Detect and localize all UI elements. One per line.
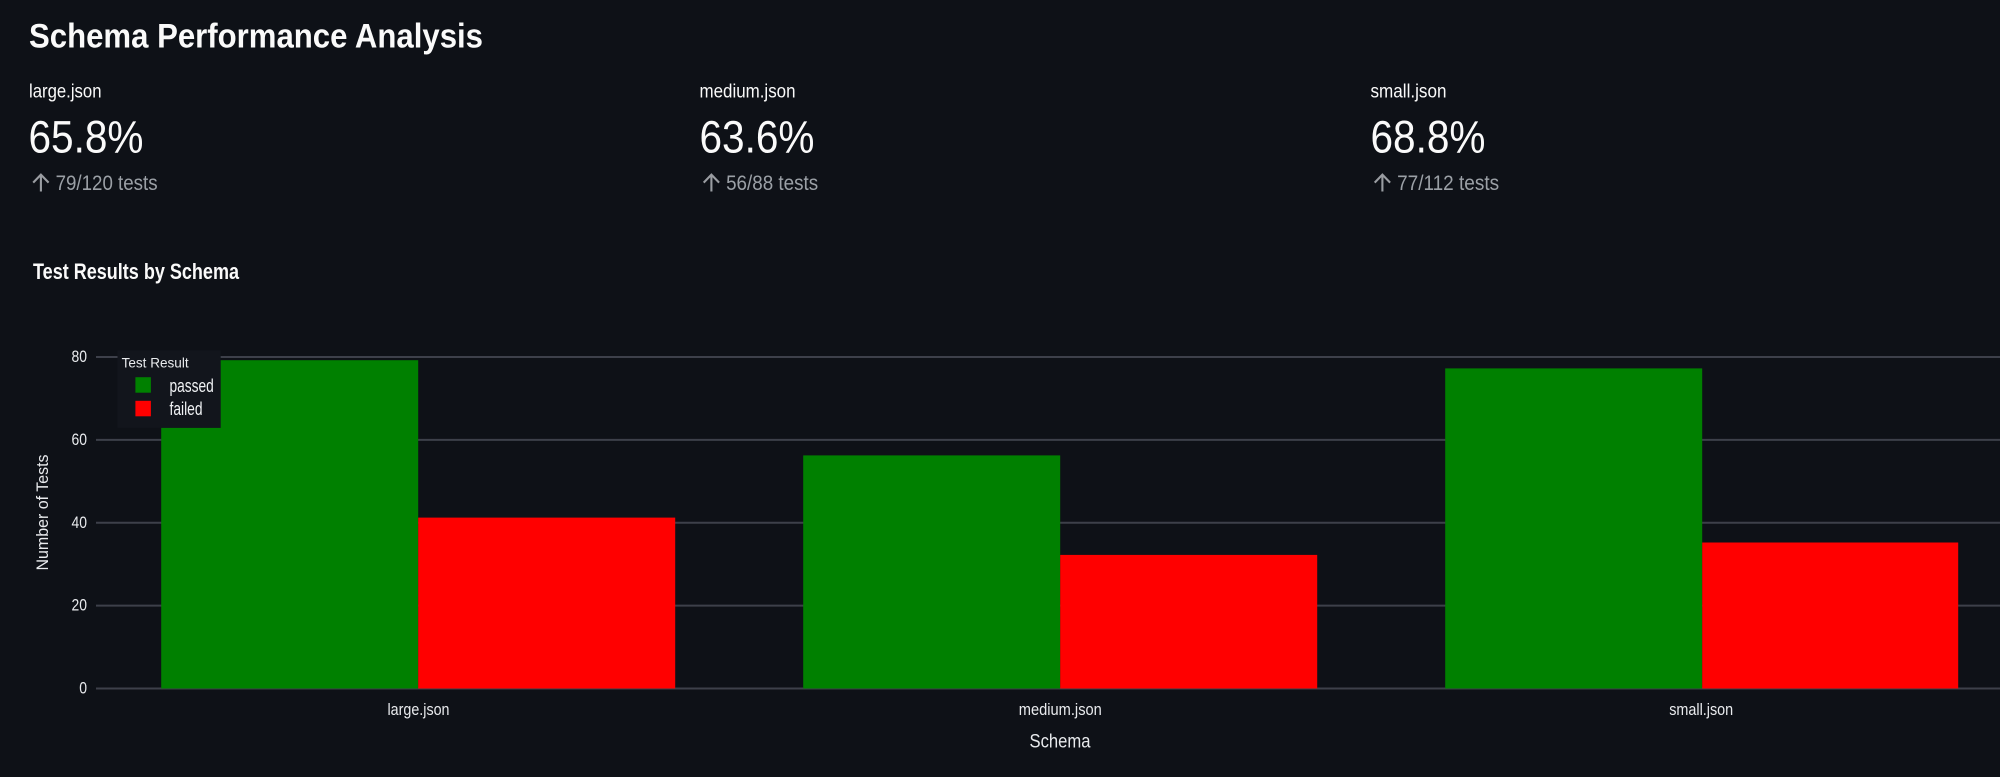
svg-text:failed: failed xyxy=(170,399,203,419)
svg-text:medium.json: medium.json xyxy=(1019,700,1102,719)
svg-text:60: 60 xyxy=(72,431,88,449)
svg-text:20: 20 xyxy=(72,597,88,615)
svg-text:large.json: large.json xyxy=(29,81,102,103)
svg-text:Schema Performance Analysis: Schema Performance Analysis xyxy=(29,18,483,56)
svg-text:80: 80 xyxy=(72,348,88,366)
svg-text:Schema: Schema xyxy=(1030,731,1091,753)
svg-text:small.json: small.json xyxy=(1371,81,1447,103)
svg-text:56/88 tests: 56/88 tests xyxy=(726,172,818,195)
svg-text:passed: passed xyxy=(170,376,214,396)
svg-text:63.6%: 63.6% xyxy=(700,112,815,163)
svg-text:68.8%: 68.8% xyxy=(1371,112,1486,163)
svg-text:small.json: small.json xyxy=(1669,700,1733,719)
svg-text:79/120 tests: 79/120 tests xyxy=(56,172,158,195)
svg-text:65.8%: 65.8% xyxy=(29,112,144,163)
svg-text:medium.json: medium.json xyxy=(700,81,796,103)
svg-text:large.json: large.json xyxy=(388,700,450,719)
svg-text:77/112 tests: 77/112 tests xyxy=(1397,172,1499,195)
svg-text:40: 40 xyxy=(72,514,88,532)
svg-text:Test Result: Test Result xyxy=(122,354,189,370)
svg-text:Number of Tests: Number of Tests xyxy=(33,455,52,571)
svg-text:Test Results by Schema: Test Results by Schema xyxy=(33,259,240,284)
svg-text:0: 0 xyxy=(79,680,87,698)
